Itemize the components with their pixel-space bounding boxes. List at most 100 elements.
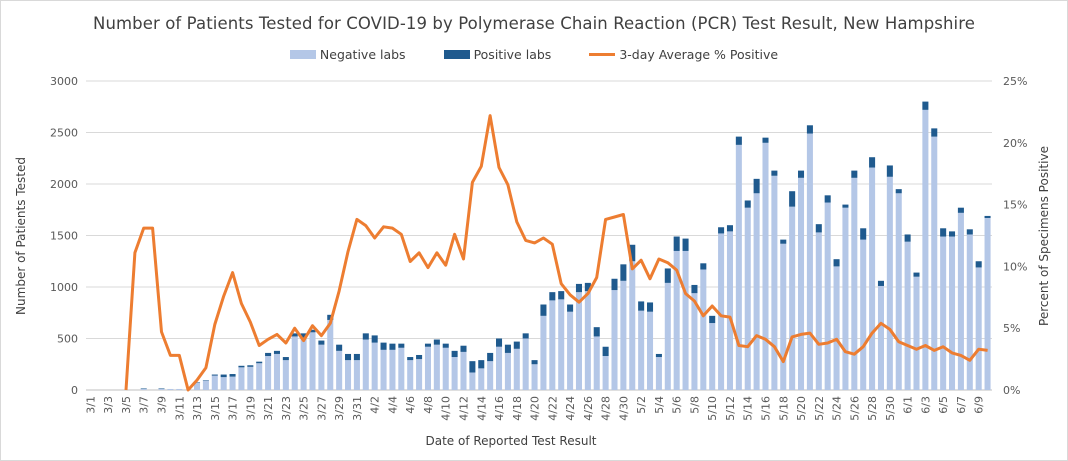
bar-negative bbox=[655, 357, 662, 390]
bar-negative bbox=[771, 175, 778, 390]
bar-positive bbox=[709, 315, 716, 324]
bar-positive bbox=[158, 388, 165, 389]
bar-positive bbox=[949, 231, 956, 237]
bar-positive bbox=[398, 343, 405, 348]
x-tick-label: 3/27 bbox=[315, 396, 328, 421]
x-tick-label: 4/12 bbox=[458, 396, 471, 421]
x-tick-label: 5/22 bbox=[813, 396, 826, 421]
x-tick-label: 5/16 bbox=[760, 396, 773, 421]
bar-positive bbox=[931, 128, 938, 137]
bar-positive bbox=[380, 342, 387, 350]
y-tick-label: 500 bbox=[57, 333, 78, 346]
bar-negative bbox=[496, 346, 503, 390]
bar-negative bbox=[362, 339, 369, 390]
y2-tick-label: 0% bbox=[1003, 384, 1020, 397]
bar-negative bbox=[691, 293, 698, 390]
bar-negative bbox=[904, 241, 911, 390]
y2-tick-label: 15% bbox=[1003, 199, 1027, 212]
bar-positive bbox=[886, 165, 893, 177]
x-tick-label: 3/19 bbox=[244, 396, 257, 421]
bar-negative bbox=[549, 300, 556, 390]
x-tick-label: 5/4 bbox=[653, 396, 666, 414]
bar-positive bbox=[273, 350, 280, 354]
x-tick-label: 4/20 bbox=[529, 396, 542, 421]
x-tick-label: 4/14 bbox=[475, 396, 488, 421]
x-tick-label: 4/6 bbox=[404, 396, 417, 414]
x-tick-label: 6/7 bbox=[955, 396, 968, 414]
x-tick-label: 3/1 bbox=[84, 396, 97, 414]
bar-positive bbox=[300, 333, 307, 338]
bar-negative bbox=[158, 388, 165, 390]
bar-negative bbox=[300, 337, 307, 390]
x-tick-label: 6/9 bbox=[973, 396, 986, 414]
bar-negative bbox=[282, 360, 289, 390]
bar-positive bbox=[789, 191, 796, 207]
bar-positive bbox=[691, 284, 698, 294]
bar-positive bbox=[824, 195, 831, 203]
y2-axis-title: Percent of Specimens Positive bbox=[1037, 146, 1051, 326]
bar-positive bbox=[957, 207, 964, 213]
bar-positive bbox=[238, 365, 245, 368]
bar-negative bbox=[966, 234, 973, 390]
legend-positive-swatch bbox=[443, 50, 470, 59]
bar-positive bbox=[762, 137, 769, 143]
y-tick-label: 2000 bbox=[50, 178, 78, 191]
bar-negative bbox=[798, 177, 805, 390]
x-tick-label: 5/24 bbox=[831, 396, 844, 421]
x-tick-label: 3/5 bbox=[120, 396, 133, 414]
bar-negative bbox=[851, 177, 858, 390]
bar-negative bbox=[629, 261, 636, 390]
x-tick-label: 3/11 bbox=[173, 396, 186, 421]
bar-positive bbox=[291, 333, 298, 337]
bar-negative bbox=[451, 357, 458, 390]
bar-positive bbox=[966, 229, 973, 235]
x-axis: 3/1 3/3 3/5 3/7 3/9 3/11 3/13 3/15 3/17 3/19 3/21 3… bbox=[84, 396, 985, 421]
x-tick-label: 5/2 bbox=[635, 396, 648, 414]
bar-positive bbox=[575, 283, 582, 293]
x-tick-label: 5/26 bbox=[848, 396, 861, 421]
bar-negative bbox=[291, 336, 298, 390]
bar-negative bbox=[611, 290, 618, 390]
bar-negative bbox=[922, 109, 929, 390]
bar-positive bbox=[309, 329, 316, 333]
y-tick-label: 3000 bbox=[50, 75, 78, 88]
bar-negative bbox=[256, 363, 263, 390]
bar-positive bbox=[496, 338, 503, 347]
bar-negative bbox=[318, 344, 325, 390]
bar-positive bbox=[718, 227, 725, 234]
bar-negative bbox=[842, 207, 849, 390]
bar-negative bbox=[833, 266, 840, 390]
bar-negative bbox=[780, 243, 787, 390]
bar-positive bbox=[327, 314, 334, 320]
bar-negative bbox=[424, 346, 431, 390]
bar-positive bbox=[869, 157, 876, 168]
x-tick-label: 5/8 bbox=[688, 396, 701, 414]
bar-positive bbox=[913, 272, 920, 277]
x-tick-label: 6/1 bbox=[902, 396, 915, 414]
bar-positive bbox=[345, 353, 352, 361]
bar-positive bbox=[602, 346, 609, 357]
x-tick-label: 3/25 bbox=[298, 396, 311, 421]
bar-negative bbox=[647, 311, 654, 390]
bar-negative bbox=[913, 276, 920, 390]
y-tick-label: 2500 bbox=[50, 127, 78, 140]
legend-negative: Negative labs bbox=[289, 47, 406, 62]
bar-negative bbox=[398, 347, 405, 390]
x-tick-label: 3/13 bbox=[191, 396, 204, 421]
bar-negative bbox=[336, 350, 343, 390]
chart-title: Number of Patients Tested for COVID-19 b… bbox=[93, 14, 975, 33]
x-tick-label: 4/26 bbox=[582, 396, 595, 421]
bar-negative bbox=[371, 342, 378, 390]
bar-positive bbox=[211, 374, 218, 376]
bar-negative bbox=[442, 347, 449, 390]
bar-negative bbox=[718, 233, 725, 390]
bar-positive bbox=[842, 204, 849, 208]
bar-positive bbox=[202, 380, 209, 381]
x-tick-label: 4/22 bbox=[546, 396, 559, 421]
bar-positive bbox=[726, 225, 733, 232]
x-tick-label: 4/30 bbox=[617, 396, 630, 421]
bar-negative bbox=[869, 167, 876, 390]
bar-negative bbox=[433, 344, 440, 390]
x-tick-label: 4/2 bbox=[369, 396, 382, 414]
